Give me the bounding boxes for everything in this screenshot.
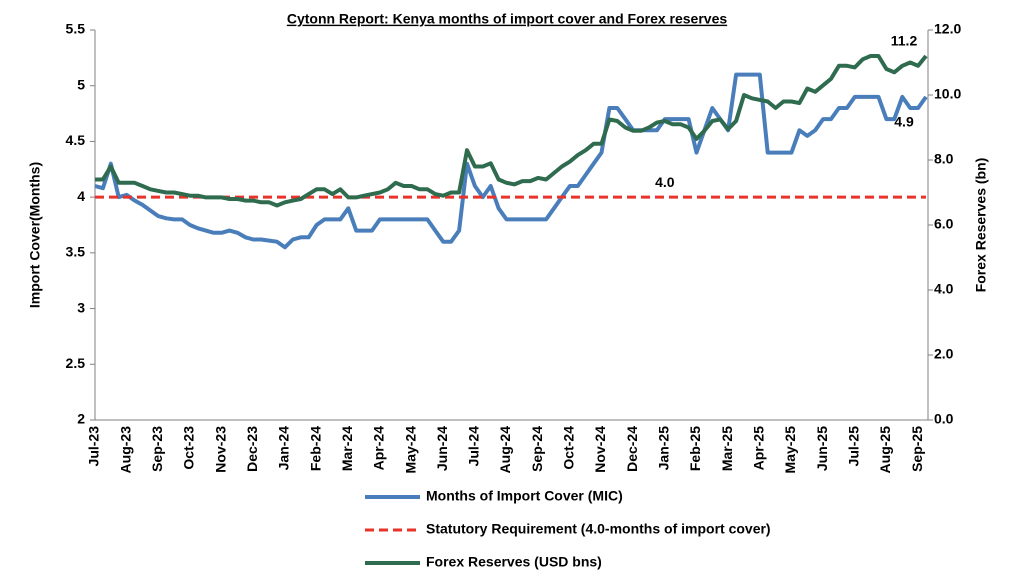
y-tick-label: 4 bbox=[77, 188, 85, 204]
annotation: 11.2 bbox=[891, 33, 918, 49]
y2-tick-label: 12.0 bbox=[934, 21, 961, 37]
annotation: 4.9 bbox=[894, 114, 914, 130]
x-tick-label: Jul-23 bbox=[86, 426, 102, 467]
x-tick-label: Jun-24 bbox=[434, 426, 450, 471]
x-tick-label: Apr-24 bbox=[371, 426, 387, 471]
y-axis-label: Import Cover(Months) bbox=[27, 162, 43, 308]
y-tick-label: 2.5 bbox=[66, 355, 86, 371]
x-tick-label: Feb-24 bbox=[307, 426, 323, 471]
x-tick-label: Jul-25 bbox=[845, 426, 861, 467]
legend-label: Statutory Requirement (4.0-months of imp… bbox=[426, 521, 771, 537]
series-line bbox=[94, 72, 928, 250]
y-tick-label: 2 bbox=[77, 411, 85, 427]
x-tick-label: May-24 bbox=[402, 426, 418, 474]
y2-tick-label: 2.0 bbox=[934, 346, 954, 362]
chart-title: Cytonn Report: Kenya months of import co… bbox=[287, 11, 728, 27]
annotation: 4.0 bbox=[655, 174, 675, 190]
x-tick-label: Sep-23 bbox=[149, 426, 165, 472]
y2-tick-label: 0.0 bbox=[934, 411, 954, 427]
x-tick-label: Aug-23 bbox=[117, 426, 133, 474]
y2-tick-label: 10.0 bbox=[934, 86, 961, 102]
x-tick-label: Apr-25 bbox=[751, 426, 767, 471]
x-tick-label: Aug-24 bbox=[497, 426, 513, 474]
x-tick-label: Oct-24 bbox=[561, 426, 577, 470]
x-tick-label: Nov-23 bbox=[212, 426, 228, 473]
y-tick-label: 4.5 bbox=[66, 132, 86, 148]
y2-tick-label: 6.0 bbox=[934, 216, 954, 232]
x-tick-label: Jan-25 bbox=[656, 426, 672, 471]
x-tick-label: Dec-24 bbox=[624, 426, 640, 472]
legend-label: Forex Reserves (USD bns) bbox=[426, 554, 602, 570]
x-tick-label: Sep-24 bbox=[529, 426, 545, 472]
x-tick-label: Mar-24 bbox=[339, 426, 355, 471]
x-tick-label: Aug-25 bbox=[877, 426, 893, 474]
y2-tick-label: 4.0 bbox=[934, 281, 954, 297]
series-line bbox=[95, 54, 928, 208]
x-tick-label: Mar-25 bbox=[719, 426, 735, 471]
x-tick-label: Sep-25 bbox=[909, 426, 925, 472]
x-tick-label: Oct-23 bbox=[181, 426, 197, 470]
y-tick-label: 3.5 bbox=[66, 244, 86, 260]
x-tick-label: Jun-25 bbox=[814, 426, 830, 471]
x-tick-label: Jul-24 bbox=[466, 426, 482, 467]
x-tick-label: May-25 bbox=[782, 426, 798, 474]
y-tick-label: 5.5 bbox=[66, 21, 86, 37]
y2-tick-label: 8.0 bbox=[934, 151, 954, 167]
y-tick-label: 3 bbox=[77, 299, 85, 315]
y-tick-label: 5 bbox=[77, 76, 85, 92]
x-tick-label: Feb-25 bbox=[687, 426, 703, 471]
legend-label: Months of Import Cover (MIC) bbox=[426, 488, 623, 504]
x-tick-label: Dec-23 bbox=[244, 426, 260, 472]
x-tick-label: Nov-24 bbox=[592, 426, 608, 473]
y2-axis-label: Forex Reserves (bn) bbox=[973, 158, 989, 293]
x-tick-label: Jan-24 bbox=[276, 426, 292, 471]
